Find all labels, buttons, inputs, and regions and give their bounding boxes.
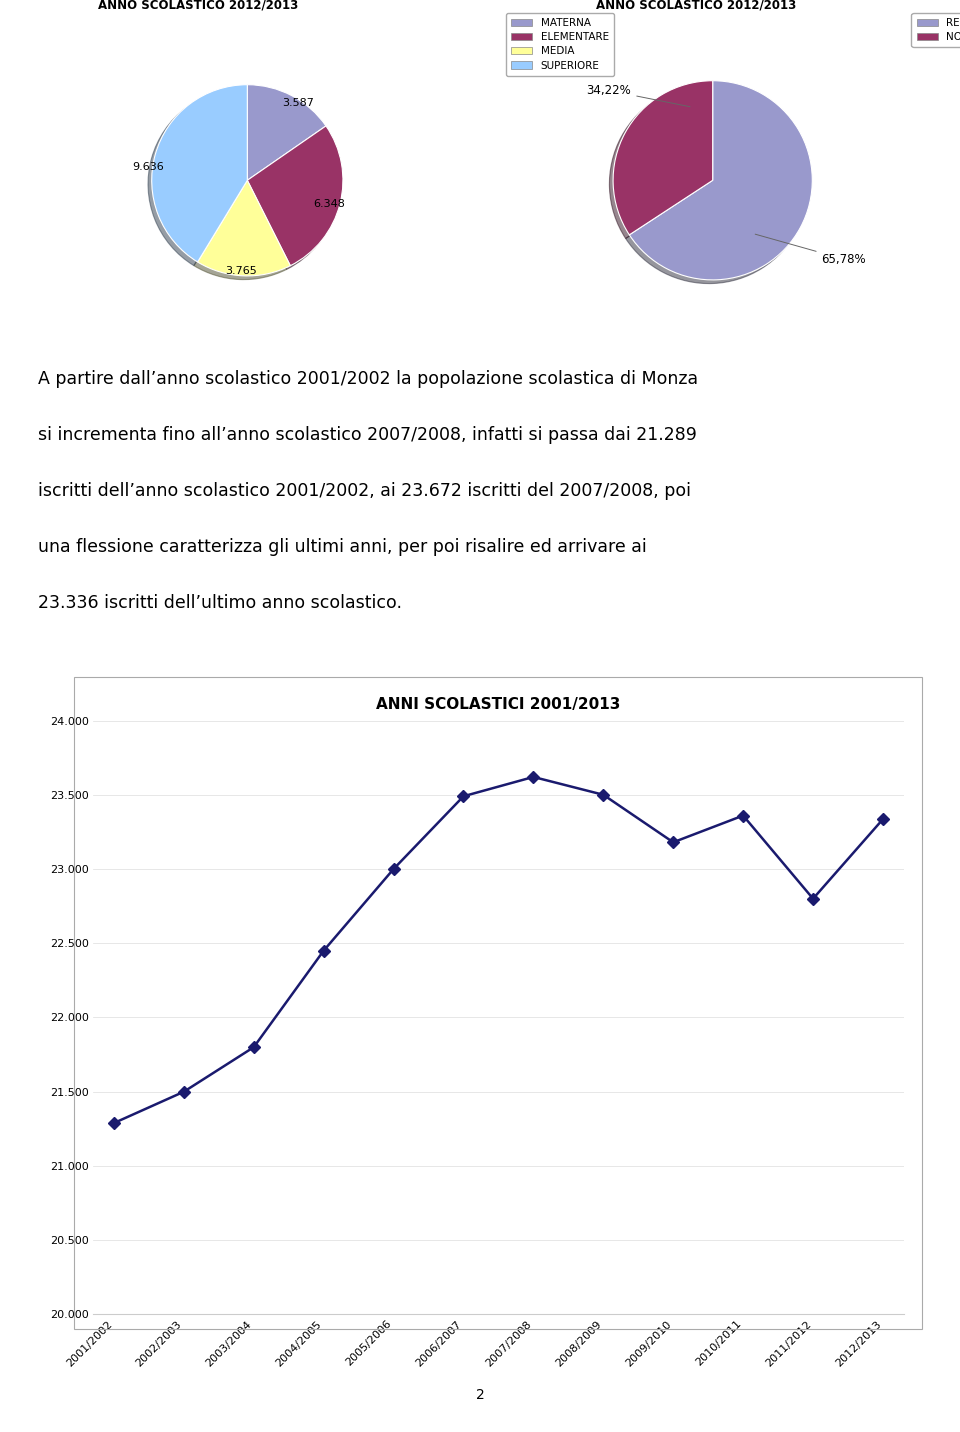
Text: 65,78%: 65,78% — [756, 235, 866, 266]
Text: 34,22%: 34,22% — [587, 84, 690, 107]
Text: 23.336 iscritti dell’ultimo anno scolastico.: 23.336 iscritti dell’ultimo anno scolast… — [37, 594, 401, 611]
Wedge shape — [630, 80, 812, 279]
Text: ANNO SCOLASTICO 2012/2013: ANNO SCOLASTICO 2012/2013 — [98, 0, 299, 11]
Wedge shape — [248, 84, 326, 180]
Wedge shape — [248, 126, 343, 266]
Text: 6.348: 6.348 — [314, 199, 346, 209]
Text: A partire dall’anno scolastico 2001/2002 la popolazione scolastica di Monza: A partire dall’anno scolastico 2001/2002… — [37, 371, 698, 388]
Text: ANNO SCOLASTICO 2012/2013: ANNO SCOLASTICO 2012/2013 — [596, 0, 797, 11]
Text: una flessione caratterizza gli ultimi anni, per poi risalire ed arrivare ai: una flessione caratterizza gli ultimi an… — [37, 538, 646, 556]
Legend: RESIDENTI, NON RESIDENTI: RESIDENTI, NON RESIDENTI — [911, 13, 960, 47]
Legend: MATERNA, ELEMENTARE, MEDIA, SUPERIORE: MATERNA, ELEMENTARE, MEDIA, SUPERIORE — [506, 13, 614, 76]
Wedge shape — [152, 84, 248, 262]
Text: 3.765: 3.765 — [225, 265, 256, 275]
Text: 9.636: 9.636 — [132, 162, 163, 172]
Text: si incrementa fino all’anno scolastico 2007/2008, infatti si passa dai 21.289: si incrementa fino all’anno scolastico 2… — [37, 427, 697, 444]
Text: 2: 2 — [475, 1388, 485, 1402]
Text: 3.587: 3.587 — [282, 99, 314, 109]
Wedge shape — [613, 80, 712, 235]
Wedge shape — [198, 180, 290, 276]
Text: iscritti dell’anno scolastico 2001/2002, ai 23.672 iscritti del 2007/2008, poi: iscritti dell’anno scolastico 2001/2002,… — [37, 483, 690, 500]
